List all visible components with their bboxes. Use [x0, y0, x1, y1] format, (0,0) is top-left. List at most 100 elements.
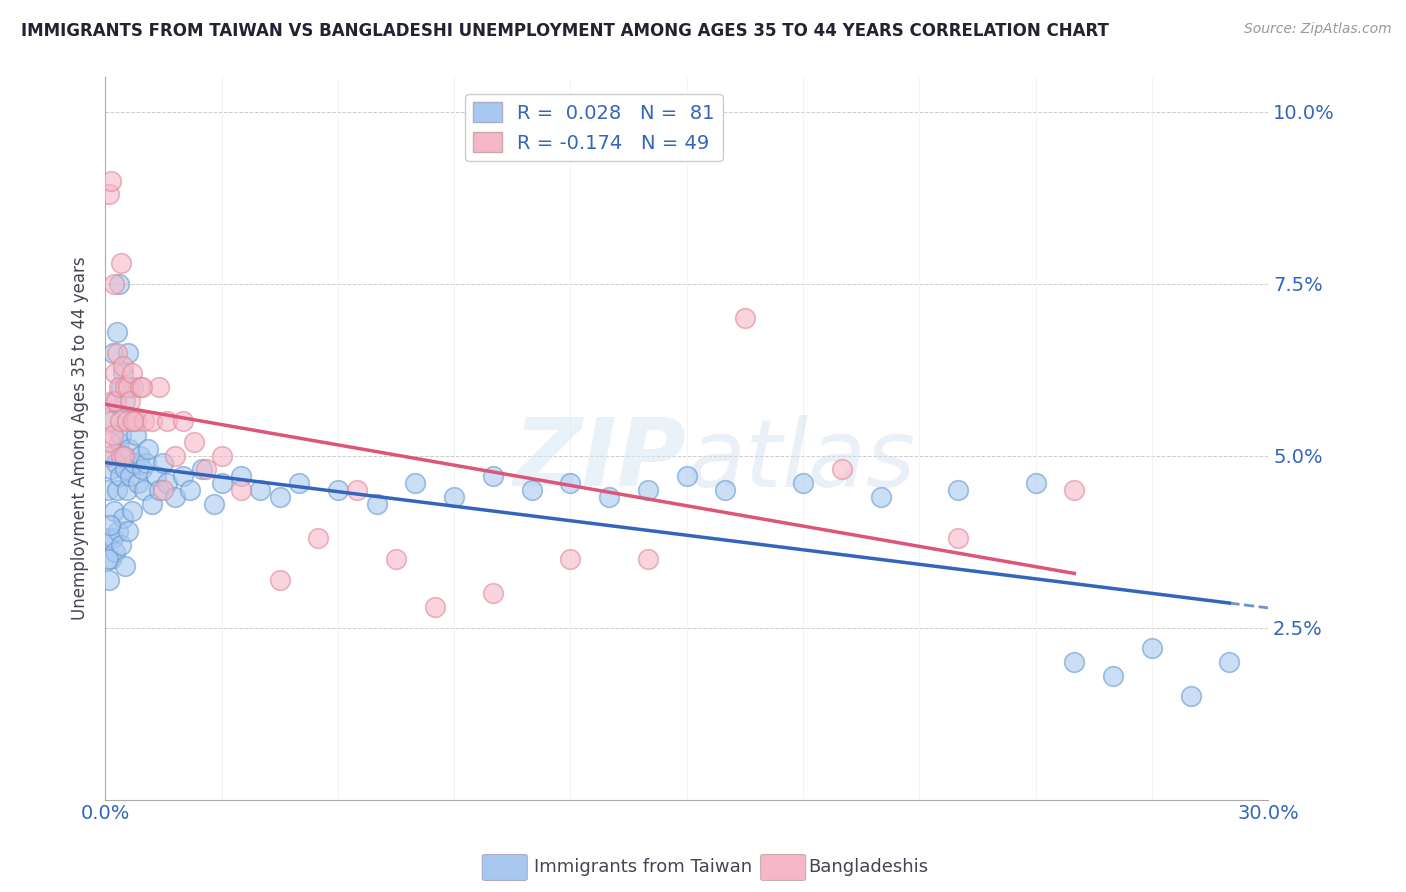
Point	[183, 434, 205, 449]
Point	[869, 490, 891, 504]
Point	[156, 476, 179, 491]
Point	[125, 414, 148, 428]
Point	[125, 428, 148, 442]
Point	[482, 586, 505, 600]
Point	[127, 476, 149, 491]
Text: IMMIGRANTS FROM TAIWAN VS BANGLADESHI UNEMPLOYMENT AMONG AGES 35 TO 44 YEARS COR: IMMIGRANTS FROM TAIWAN VS BANGLADESHI UN…	[21, 22, 1109, 40]
Point	[105, 345, 128, 359]
Point	[637, 483, 659, 497]
Point	[1025, 476, 1047, 491]
Point	[98, 573, 121, 587]
Point	[520, 483, 543, 497]
Point	[101, 414, 124, 428]
Text: Bangladeshis: Bangladeshis	[808, 858, 928, 876]
Point	[269, 490, 291, 504]
Point	[121, 414, 143, 428]
Point	[104, 366, 127, 380]
Point	[112, 449, 135, 463]
Point	[141, 414, 163, 428]
Point	[1140, 641, 1163, 656]
Text: atlas: atlas	[686, 415, 915, 506]
Point	[163, 449, 186, 463]
Point	[112, 449, 135, 463]
Point	[831, 462, 853, 476]
Text: ZIP: ZIP	[513, 414, 686, 506]
Point	[1218, 655, 1240, 669]
Point	[1102, 669, 1125, 683]
Point	[114, 380, 136, 394]
Point	[124, 456, 146, 470]
Point	[946, 483, 969, 497]
Point	[131, 380, 153, 394]
Point	[249, 483, 271, 497]
Point	[98, 434, 121, 449]
Point	[117, 345, 139, 359]
Point	[104, 393, 127, 408]
Point	[229, 483, 252, 497]
Point	[107, 434, 129, 449]
Text: Immigrants from Taiwan: Immigrants from Taiwan	[534, 858, 752, 876]
Point	[946, 531, 969, 545]
Point	[148, 483, 170, 497]
Point	[172, 414, 194, 428]
Point	[145, 469, 167, 483]
Point	[202, 497, 225, 511]
Point	[97, 552, 120, 566]
Point	[734, 311, 756, 326]
Point	[141, 497, 163, 511]
Point	[101, 428, 124, 442]
Point	[443, 490, 465, 504]
Legend: R =  0.028   N =  81, R = -0.174   N = 49: R = 0.028 N = 81, R = -0.174 N = 49	[465, 95, 723, 161]
Point	[269, 573, 291, 587]
Point	[129, 380, 152, 394]
Point	[97, 483, 120, 497]
Point	[97, 414, 120, 428]
Point	[108, 469, 131, 483]
Point	[152, 456, 174, 470]
Point	[114, 393, 136, 408]
Point	[98, 187, 121, 202]
Point	[104, 545, 127, 559]
Point	[114, 558, 136, 573]
Point	[191, 462, 214, 476]
Point	[129, 449, 152, 463]
Point	[96, 449, 118, 463]
Point	[1063, 483, 1085, 497]
Point	[307, 531, 329, 545]
Point	[114, 462, 136, 476]
Point	[107, 277, 129, 291]
Point	[132, 483, 155, 497]
Point	[117, 380, 139, 394]
Y-axis label: Unemployment Among Ages 35 to 44 years: Unemployment Among Ages 35 to 44 years	[72, 257, 89, 620]
Point	[598, 490, 620, 504]
Point	[110, 538, 132, 552]
Point	[326, 483, 349, 497]
Point	[211, 476, 233, 491]
Point	[111, 510, 134, 524]
Point	[121, 504, 143, 518]
Point	[792, 476, 814, 491]
Point	[105, 393, 128, 408]
Point	[122, 380, 145, 394]
Point	[675, 469, 697, 483]
Point	[100, 552, 122, 566]
Point	[132, 414, 155, 428]
Point	[404, 476, 426, 491]
Point	[105, 483, 128, 497]
Point	[1180, 690, 1202, 704]
Point	[111, 359, 134, 374]
Point	[482, 469, 505, 483]
Point	[115, 483, 138, 497]
Point	[385, 552, 408, 566]
Point	[110, 449, 132, 463]
Point	[366, 497, 388, 511]
Point	[100, 173, 122, 187]
Point	[111, 366, 134, 380]
Point	[120, 469, 142, 483]
Point	[110, 428, 132, 442]
Point	[107, 380, 129, 394]
Point	[131, 462, 153, 476]
Point	[423, 600, 446, 615]
Point	[195, 462, 218, 476]
Point	[105, 456, 128, 470]
